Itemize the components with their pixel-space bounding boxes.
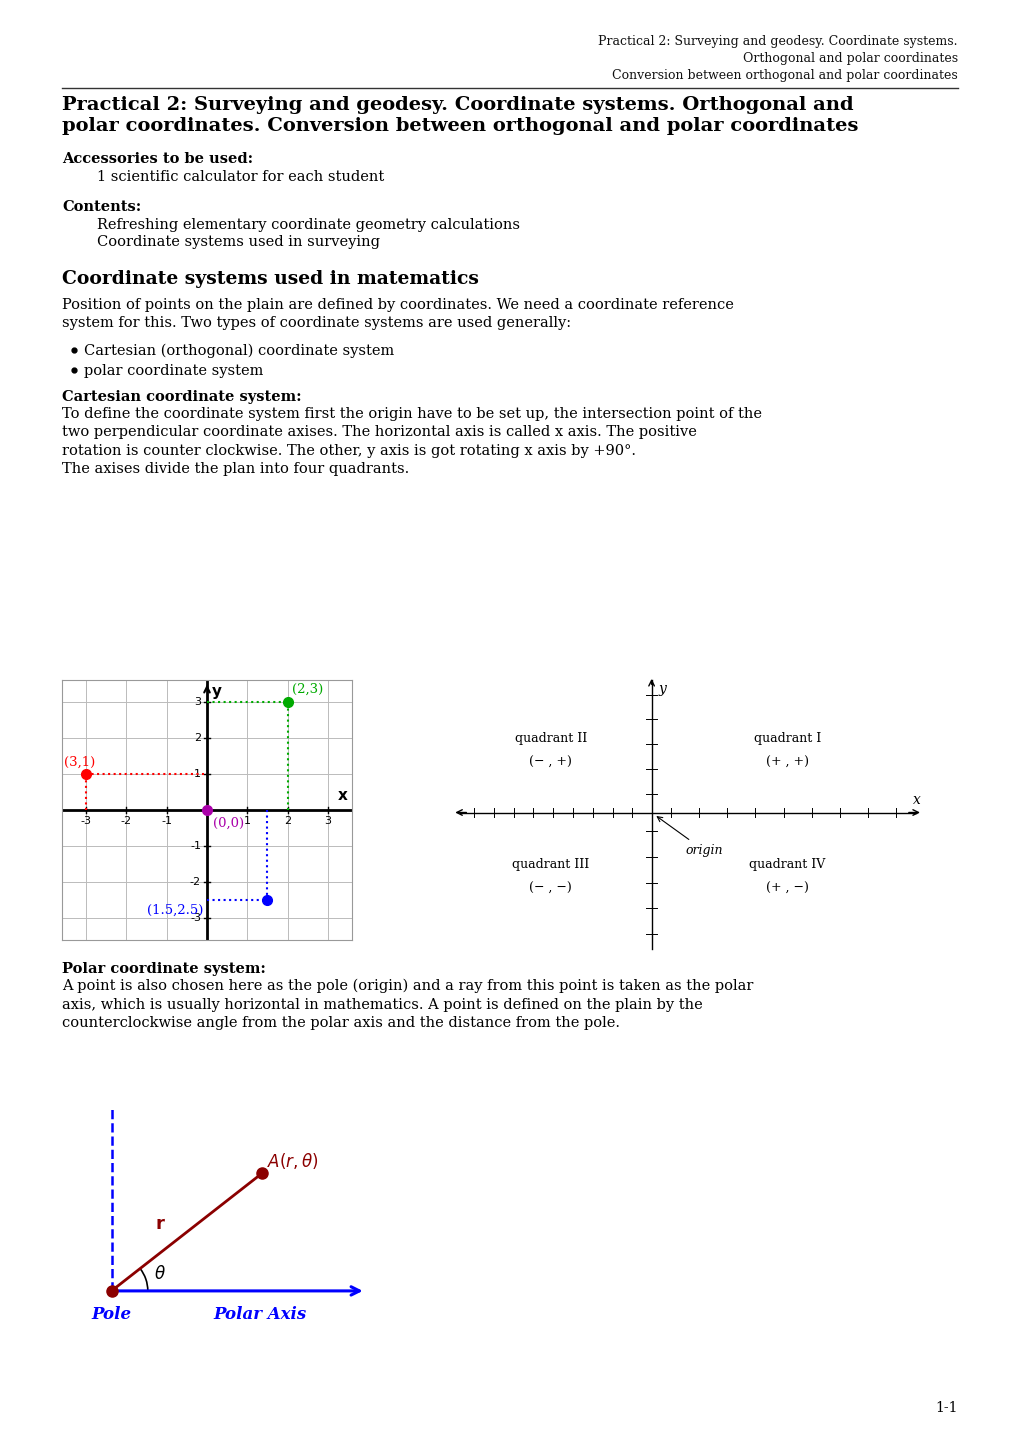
Text: r: r	[156, 1215, 164, 1234]
Text: polar coordinate system: polar coordinate system	[84, 364, 263, 378]
Text: y: y	[212, 684, 221, 698]
Text: 1 scientific calculator for each student: 1 scientific calculator for each student	[97, 170, 384, 185]
Text: -1: -1	[161, 817, 172, 827]
Text: 2: 2	[283, 817, 290, 827]
Text: 2: 2	[194, 733, 201, 743]
Text: Contents:: Contents:	[62, 201, 141, 214]
Text: quadrant III: quadrant III	[512, 857, 589, 870]
Text: Cartesian coordinate system:: Cartesian coordinate system:	[62, 390, 302, 404]
Text: -1: -1	[190, 841, 201, 851]
Text: Conversion between orthogonal and polar coordinates: Conversion between orthogonal and polar …	[611, 69, 957, 82]
Text: 1-1: 1-1	[934, 1401, 957, 1416]
Text: y: y	[658, 681, 666, 696]
Text: origin: origin	[656, 817, 722, 857]
Text: 3: 3	[194, 697, 201, 707]
Text: Polar Axis: Polar Axis	[213, 1306, 307, 1323]
Text: Pole: Pole	[92, 1306, 131, 1323]
Text: (+ , +): (+ , +)	[765, 756, 808, 769]
Text: Refreshing elementary coordinate geometry calculations: Refreshing elementary coordinate geometr…	[97, 218, 520, 232]
Text: A point is also chosen here as the pole (origin) and a ray from this point is ta: A point is also chosen here as the pole …	[62, 978, 753, 1030]
Text: (+ , −): (+ , −)	[765, 882, 808, 895]
Text: $A(r,\theta)$: $A(r,\theta)$	[267, 1152, 318, 1172]
Text: Cartesian (orthogonal) coordinate system: Cartesian (orthogonal) coordinate system	[84, 343, 394, 358]
Text: $\theta$: $\theta$	[154, 1264, 166, 1283]
Text: (− , +): (− , +)	[529, 756, 572, 769]
Text: Position of points on the plain are defined by coordinates. We need a coordinate: Position of points on the plain are defi…	[62, 299, 733, 330]
Text: -2: -2	[190, 877, 201, 887]
Text: (1.5,2.5): (1.5,2.5)	[147, 903, 203, 916]
Text: -3: -3	[190, 913, 201, 924]
Text: Accessories to be used:: Accessories to be used:	[62, 152, 253, 166]
Text: 1: 1	[194, 769, 201, 779]
Text: Orthogonal and polar coordinates: Orthogonal and polar coordinates	[742, 52, 957, 65]
Text: (2,3): (2,3)	[291, 683, 323, 697]
Text: To define the coordinate system first the origin have to be set up, the intersec: To define the coordinate system first th…	[62, 407, 761, 476]
Text: Practical 2: Surveying and geodesy. Coordinate systems. Orthogonal and
polar coo: Practical 2: Surveying and geodesy. Coor…	[62, 97, 858, 134]
Text: (0,0): (0,0)	[213, 817, 244, 830]
Text: x: x	[337, 788, 347, 804]
Text: 1: 1	[244, 817, 251, 827]
Text: -2: -2	[121, 817, 131, 827]
Text: -3: -3	[81, 817, 92, 827]
Text: x: x	[912, 794, 919, 807]
Text: Coordinate systems used in matematics: Coordinate systems used in matematics	[62, 270, 478, 289]
Text: quadrant IV: quadrant IV	[748, 857, 824, 870]
Text: quadrant I: quadrant I	[753, 732, 820, 745]
Text: quadrant II: quadrant II	[515, 732, 586, 745]
Text: (− , −): (− , −)	[529, 882, 572, 895]
Text: (3,1): (3,1)	[64, 756, 95, 769]
Text: Polar coordinate system:: Polar coordinate system:	[62, 962, 266, 975]
Text: Coordinate systems used in surveying: Coordinate systems used in surveying	[97, 235, 380, 250]
Text: 3: 3	[324, 817, 331, 827]
Text: Practical 2: Surveying and geodesy. Coordinate systems.: Practical 2: Surveying and geodesy. Coor…	[598, 35, 957, 48]
